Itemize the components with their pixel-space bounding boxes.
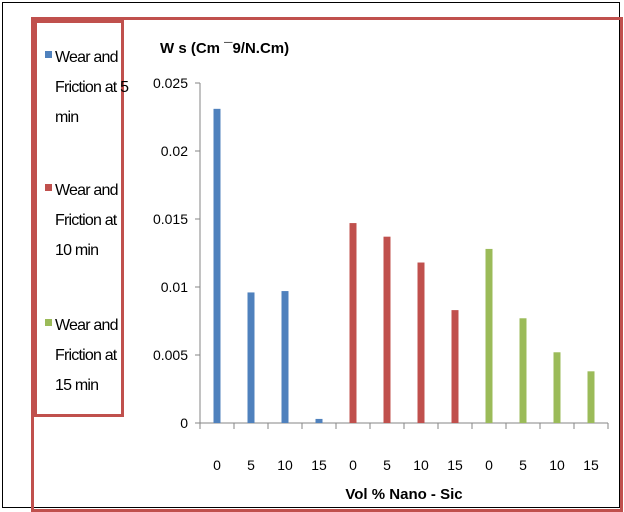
- y-tick-label: 0.025: [153, 75, 188, 91]
- bar: [417, 262, 425, 423]
- y-tick-label: 0: [180, 415, 188, 431]
- legend-line: Wear and: [55, 317, 118, 334]
- legend-swatch-5min: [45, 51, 52, 58]
- y-tick-label: 0.02: [161, 143, 188, 159]
- legend: Wear and Friction at 5 min Wear and Fric…: [34, 20, 129, 417]
- legend-line: 10 min: [55, 242, 99, 259]
- bar: [315, 418, 323, 423]
- x-tick-label: 10: [277, 457, 293, 473]
- image-frame: [2, 2, 620, 508]
- legend-swatch-15min: [45, 319, 52, 326]
- x-tick-label: 15: [583, 457, 599, 473]
- legend-line: Friction at 5: [55, 79, 129, 96]
- legend-label-15min: Wear and Friction at 15 min: [55, 311, 129, 401]
- legend-line: Friction at: [55, 212, 117, 229]
- bar: [349, 223, 357, 423]
- y-tick-label: 0.01: [161, 279, 188, 295]
- bar: [383, 236, 391, 423]
- bar: [451, 310, 459, 423]
- y-tick-label: 0.015: [153, 211, 188, 227]
- legend-label-10min: Wear and Friction at 10 min: [55, 176, 129, 266]
- bar: [485, 248, 493, 423]
- bar: [553, 352, 561, 423]
- x-tick-label: 15: [311, 457, 327, 473]
- x-axis-title: Vol % Nano - Sic: [345, 486, 462, 503]
- x-tick-label: 0: [213, 457, 221, 473]
- axes: 0 0.005 0.01 0.015 0.02 0.025 0 5 10 15 0 5 10 15 0 5 10…: [153, 75, 609, 473]
- x-tick-label: 5: [383, 457, 391, 473]
- legend-line: Friction at: [55, 347, 117, 364]
- bars: [213, 108, 595, 423]
- bar: [519, 318, 527, 423]
- x-tick-label: 5: [519, 457, 527, 473]
- bar: [587, 371, 595, 423]
- bar: [281, 291, 289, 423]
- legend-line: min: [55, 109, 79, 126]
- x-tick-label: 10: [549, 457, 565, 473]
- y-tick-label: 0.005: [153, 347, 188, 363]
- chart-border: [31, 17, 623, 512]
- legend-line: Wear and: [55, 49, 118, 66]
- legend-line: Wear and: [55, 182, 118, 199]
- x-tick-label: 15: [447, 457, 463, 473]
- bar: [247, 292, 255, 423]
- legend-line: 15 min: [55, 377, 99, 394]
- x-tick-label: 0: [349, 457, 357, 473]
- y-axis-title: W s (Cm ¯9/N.Cm): [160, 40, 289, 57]
- bar: [213, 108, 221, 423]
- x-tick-label: 5: [247, 457, 255, 473]
- x-tick-label: 0: [485, 457, 493, 473]
- legend-swatch-10min: [45, 184, 52, 191]
- x-tick-label: 10: [413, 457, 429, 473]
- legend-label-5min: Wear and Friction at 5 min: [55, 43, 129, 133]
